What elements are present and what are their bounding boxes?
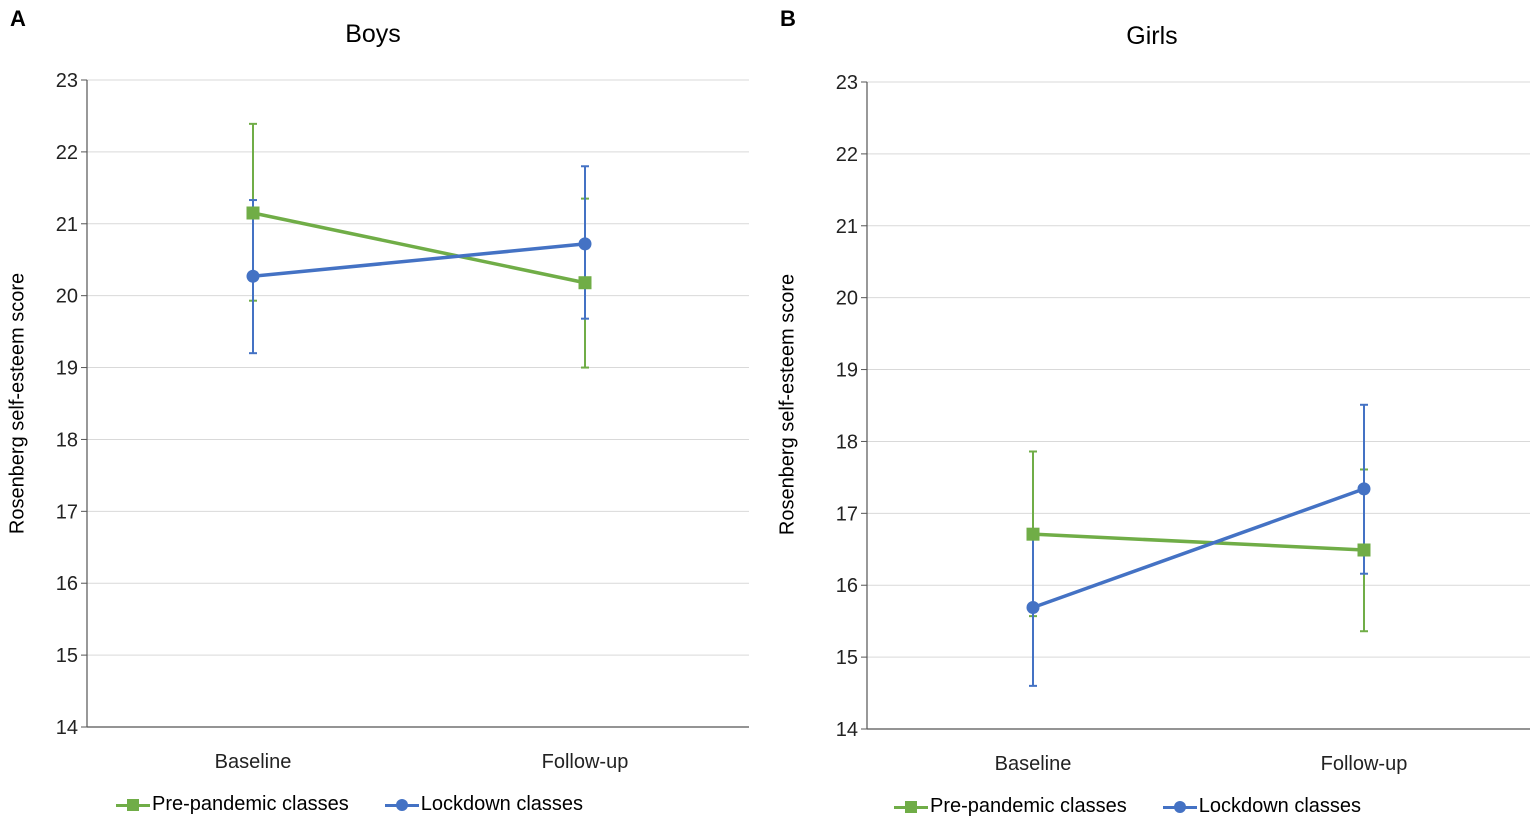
y-tick-label: 16 xyxy=(56,573,78,595)
panel-letter: B xyxy=(780,6,796,31)
chart-title: Boys xyxy=(345,20,401,48)
chart-panel-b: B Girls Rosenberg self-esteem score 14 15… xyxy=(768,0,1536,827)
x-tick-label: Baseline xyxy=(215,751,292,773)
chart-panel-a: A Boys Rosenberg self-esteem score 14 15 1… xyxy=(7,6,749,816)
y-tick-label: 17 xyxy=(56,501,78,523)
series-line-pre-pandemic xyxy=(252,211,586,285)
plot-area: 14 15 16 17 18 19 20 21 22 23 Baseline Follow-up xyxy=(56,70,749,773)
data-point-lockdown xyxy=(578,237,592,251)
y-tick-label: 18 xyxy=(56,429,78,451)
data-point-lockdown xyxy=(1357,482,1371,496)
y-tick-label: 14 xyxy=(56,717,78,739)
panel-letter: A xyxy=(10,6,26,31)
data-point-lockdown xyxy=(246,269,260,283)
y-tick-label: 15 xyxy=(836,647,858,669)
legend-item-pre-pandemic: Pre-pandemic classes xyxy=(894,795,1127,818)
legend-item-lockdown: Lockdown classes xyxy=(384,793,584,816)
legend-circle-marker-icon xyxy=(384,798,419,812)
data-point-pre-pandemic xyxy=(578,276,592,290)
y-tick-label: 20 xyxy=(56,286,78,308)
legend-item-lockdown: Lockdown classes xyxy=(1162,795,1362,818)
legend-square-marker-icon xyxy=(116,798,150,812)
y-tick-label: 14 xyxy=(836,719,858,741)
legend-circle-marker-icon xyxy=(1162,800,1197,814)
y-tick-label: 23 xyxy=(56,70,78,92)
legend: Pre-pandemic classes Lockdown classes xyxy=(894,795,1397,818)
chart-title: Girls xyxy=(1126,22,1178,50)
plot-area: 14 15 16 17 18 19 20 21 22 23 Baseline Follow-up xyxy=(836,72,1530,775)
y-tick-label: 21 xyxy=(56,214,78,236)
data-point-pre-pandemic xyxy=(246,206,260,220)
y-tick-label: 22 xyxy=(56,142,78,164)
series-line-pre-pandemic xyxy=(1032,532,1365,552)
legend: Pre-pandemic classes Lockdown classes xyxy=(116,793,619,816)
data-point-lockdown xyxy=(1026,601,1040,615)
legend-label: Lockdown classes xyxy=(1198,795,1362,817)
legend-label: Pre-pandemic classes xyxy=(930,795,1127,817)
legend-square-marker-icon xyxy=(894,800,928,814)
y-tick-label: 21 xyxy=(836,216,858,238)
data-point-pre-pandemic xyxy=(1357,543,1371,557)
legend-label: Pre-pandemic classes xyxy=(152,793,349,815)
legend-label: Lockdown classes xyxy=(420,793,584,815)
series-line-lockdown xyxy=(252,242,586,278)
x-tick-label: Follow-up xyxy=(542,751,629,773)
legend-item-pre-pandemic: Pre-pandemic classes xyxy=(116,793,349,816)
y-tick-label: 19 xyxy=(836,360,858,382)
y-tick-label: 17 xyxy=(836,503,858,525)
y-tick-label: 16 xyxy=(836,575,858,597)
y-tick-label: 18 xyxy=(836,431,858,453)
x-tick-label: Follow-up xyxy=(1321,753,1408,775)
series-line-lockdown xyxy=(1032,487,1365,610)
y-tick-label: 20 xyxy=(836,288,858,310)
y-tick-label: 15 xyxy=(56,645,78,667)
y-tick-label: 22 xyxy=(836,144,858,166)
y-tick-label: 23 xyxy=(836,72,858,94)
x-tick-label: Baseline xyxy=(995,753,1072,775)
y-tick-label: 19 xyxy=(56,358,78,380)
data-point-pre-pandemic xyxy=(1026,527,1040,541)
